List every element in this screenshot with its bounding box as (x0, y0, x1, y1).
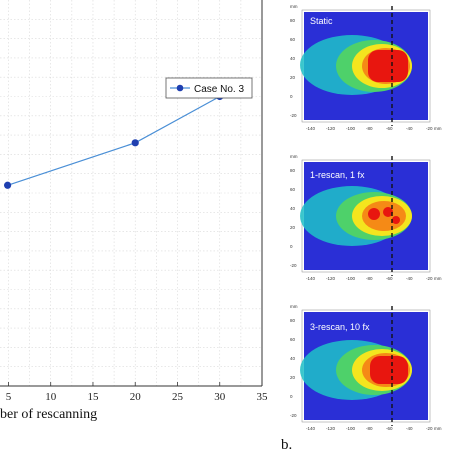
x-tick-label: 20 (130, 391, 142, 403)
heatmap-x-tick-label: -140 (306, 426, 316, 431)
heatmap-y-tick-label: 0 (290, 94, 293, 99)
heatmap-panel-3-rescan: 3-rescan, 10 fx -140 -120 -100 -80 -60 -40 -20… (282, 300, 474, 450)
heatmap-red-core (368, 50, 408, 82)
legend-box (165, 77, 253, 99)
x-tick-label: 30 (214, 391, 226, 403)
heatmap-x-tick-label: -80 (366, 276, 373, 281)
x-tick-label: 25 (172, 391, 184, 403)
heatmap-x-tick-label: -20 (426, 126, 433, 131)
heatmap-x-tick-label: -120 (326, 276, 336, 281)
heatmap-x-tick-label: -20 (426, 426, 433, 431)
x-ticks: 5 10 15 20 25 30 35 (6, 382, 268, 403)
heatmap-y-tick-label: -20 (290, 113, 297, 118)
legend-marker (176, 84, 184, 92)
heatmap-y-tick-label: 80 (290, 318, 296, 323)
x-tick-label: 15 (87, 391, 99, 403)
x-axis-label: ber of rescanning (0, 407, 97, 422)
heatmap-panel-1-rescan: 1-rescan, 1 fx -140 -120 -100 -80 -60 -40 -20 m… (282, 150, 474, 300)
heatmap-red-spot (368, 208, 380, 220)
heatmap-y-unit: mm (290, 154, 298, 159)
data-point (4, 181, 12, 189)
panel-label: Static (310, 16, 333, 26)
heatmap-y-tick-label: 60 (290, 187, 296, 192)
heatmap-y-tick-label: 80 (290, 168, 296, 173)
heatmap-x-tick-label: -60 (386, 426, 393, 431)
heatmap-static: Static -140 -120 -100 -80 -60 -40 -20 mm8060402… (290, 4, 442, 131)
line-chart: 5 10 15 20 25 30 35 ber of rescanning Case No.… (0, 0, 268, 422)
heatmap-x-tick-label: -100 (346, 276, 356, 281)
heatmap-y-tick-label: -20 (290, 413, 297, 418)
heatmap-3-rescan: 3-rescan, 10 fx -140 -120 -100 -80 -60 -40 -20… (290, 304, 442, 431)
heatmap-x-tick-label: -40 (406, 426, 413, 431)
heatmap-x-unit: mm (434, 126, 442, 131)
heatmap-x-tick-label: -60 (386, 276, 393, 281)
heatmap-y-tick-label: 60 (290, 37, 296, 42)
heatmap-y-unit: mm (290, 304, 298, 309)
heatmap-y-tick-label: 60 (290, 337, 296, 342)
heatmap-y-tick-label: 40 (290, 356, 296, 361)
panel-label: 1-rescan, 1 fx (310, 170, 365, 180)
grid (0, 0, 263, 386)
heatmap-x-tick-label: -140 (306, 276, 316, 281)
heatmap-y-tick-label: 0 (290, 244, 293, 249)
heatmap-x-tick-label: -100 (346, 426, 356, 431)
heatmap-y-tick-label: 20 (290, 75, 296, 80)
heatmap-y-unit: mm (290, 4, 298, 9)
panel-label: 3-rescan, 10 fx (310, 322, 370, 332)
heatmap-x-unit: mm (434, 276, 442, 281)
heatmap-x-tick-label: -20 (426, 276, 433, 281)
heatmap-red-core (370, 356, 408, 384)
legend-entry-case-3: Case No. 3 (194, 84, 244, 95)
heatmap-y-tick-label: -20 (290, 263, 297, 268)
heatmap-x-tick-label: -80 (366, 426, 373, 431)
heatmap-x-tick-label: -40 (406, 126, 413, 131)
heatmap-y-tick-label: 20 (290, 375, 296, 380)
x-tick-label: 5 (6, 391, 12, 403)
heatmap-y-tick-label: 80 (290, 18, 296, 23)
heatmap-x-tick-label: -100 (346, 126, 356, 131)
heatmap-x-tick-label: -80 (366, 126, 373, 131)
heatmap-x-tick-label: -140 (306, 126, 316, 131)
heatmap-red-spot (392, 216, 400, 224)
legend: Case No. 3 (165, 77, 253, 99)
data-point (131, 139, 139, 147)
heatmap-y-tick-label: 40 (290, 206, 296, 211)
heatmap-x-tick-label: -60 (386, 126, 393, 131)
x-tick-label: 35 (257, 391, 269, 403)
heatmap-red-spot (383, 207, 393, 217)
heatmap-x-unit: mm (434, 426, 442, 431)
x-tick-label: 10 (45, 391, 57, 403)
panel-b-label: b. (281, 437, 293, 453)
heatmap-y-tick-label: 20 (290, 225, 296, 230)
heatmap-x-tick-label: -120 (326, 126, 336, 131)
heatmap-x-tick-label: -40 (406, 276, 413, 281)
heatmap-y-tick-label: 40 (290, 56, 296, 61)
heatmap-x-tick-label: -120 (326, 426, 336, 431)
heatmap-y-tick-label: 0 (290, 394, 293, 399)
heatmap-1-rescan: 1-rescan, 1 fx -140 -120 -100 -80 -60 -40 -20 m… (290, 154, 442, 281)
heatmap-panel-static: Static -140 -120 -100 -80 -60 -40 -20 mm 80 60 40 2… (282, 0, 474, 150)
